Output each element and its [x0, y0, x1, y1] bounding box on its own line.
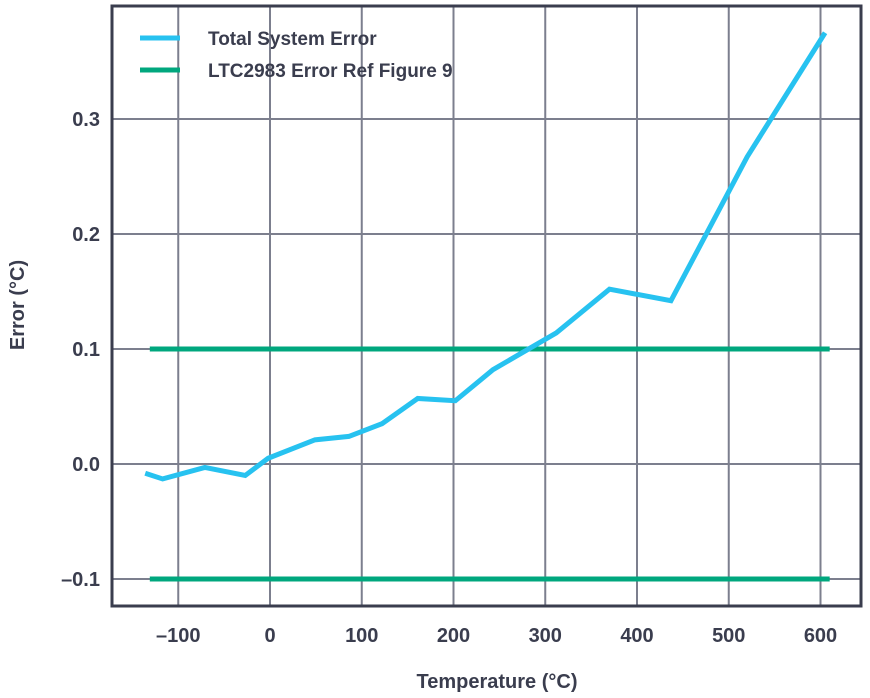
total-system-error-line	[144, 31, 828, 482]
y-axis-label: Error (°C)	[7, 260, 29, 350]
y-tick-label: 0.3	[72, 109, 100, 131]
x-tick-label: 500	[712, 625, 745, 647]
legend-label-ltc2983-error: LTC2983 Error Ref Figure 9	[208, 61, 453, 82]
y-tick-label: 0.1	[72, 339, 100, 361]
x-tick-label: 0	[264, 625, 275, 647]
x-tick-labels: –100 0 100 200 300 400 500 600	[156, 625, 837, 647]
x-tick-label: 300	[529, 625, 562, 647]
x-tick-label: 100	[345, 625, 378, 647]
x-tick-label: 400	[620, 625, 653, 647]
grid	[112, 6, 861, 606]
y-tick-label: 0.2	[72, 224, 100, 246]
x-tick-label: 600	[804, 625, 837, 647]
y-tick-label: 0.0	[72, 454, 100, 476]
legend: Total System Error LTC2983 Error Ref Fig…	[140, 29, 453, 82]
series-marks	[144, 31, 830, 582]
y-tick-label: –0.1	[61, 569, 100, 591]
legend-label-total-system-error: Total System Error	[208, 29, 377, 50]
plot-frame	[110, 4, 863, 608]
x-tick-label: –100	[156, 625, 201, 647]
x-tick-label: 200	[437, 625, 470, 647]
x-axis-label: Temperature (°C)	[417, 671, 578, 693]
y-tick-labels: –0.1 0.0 0.1 0.2 0.3	[61, 109, 100, 591]
